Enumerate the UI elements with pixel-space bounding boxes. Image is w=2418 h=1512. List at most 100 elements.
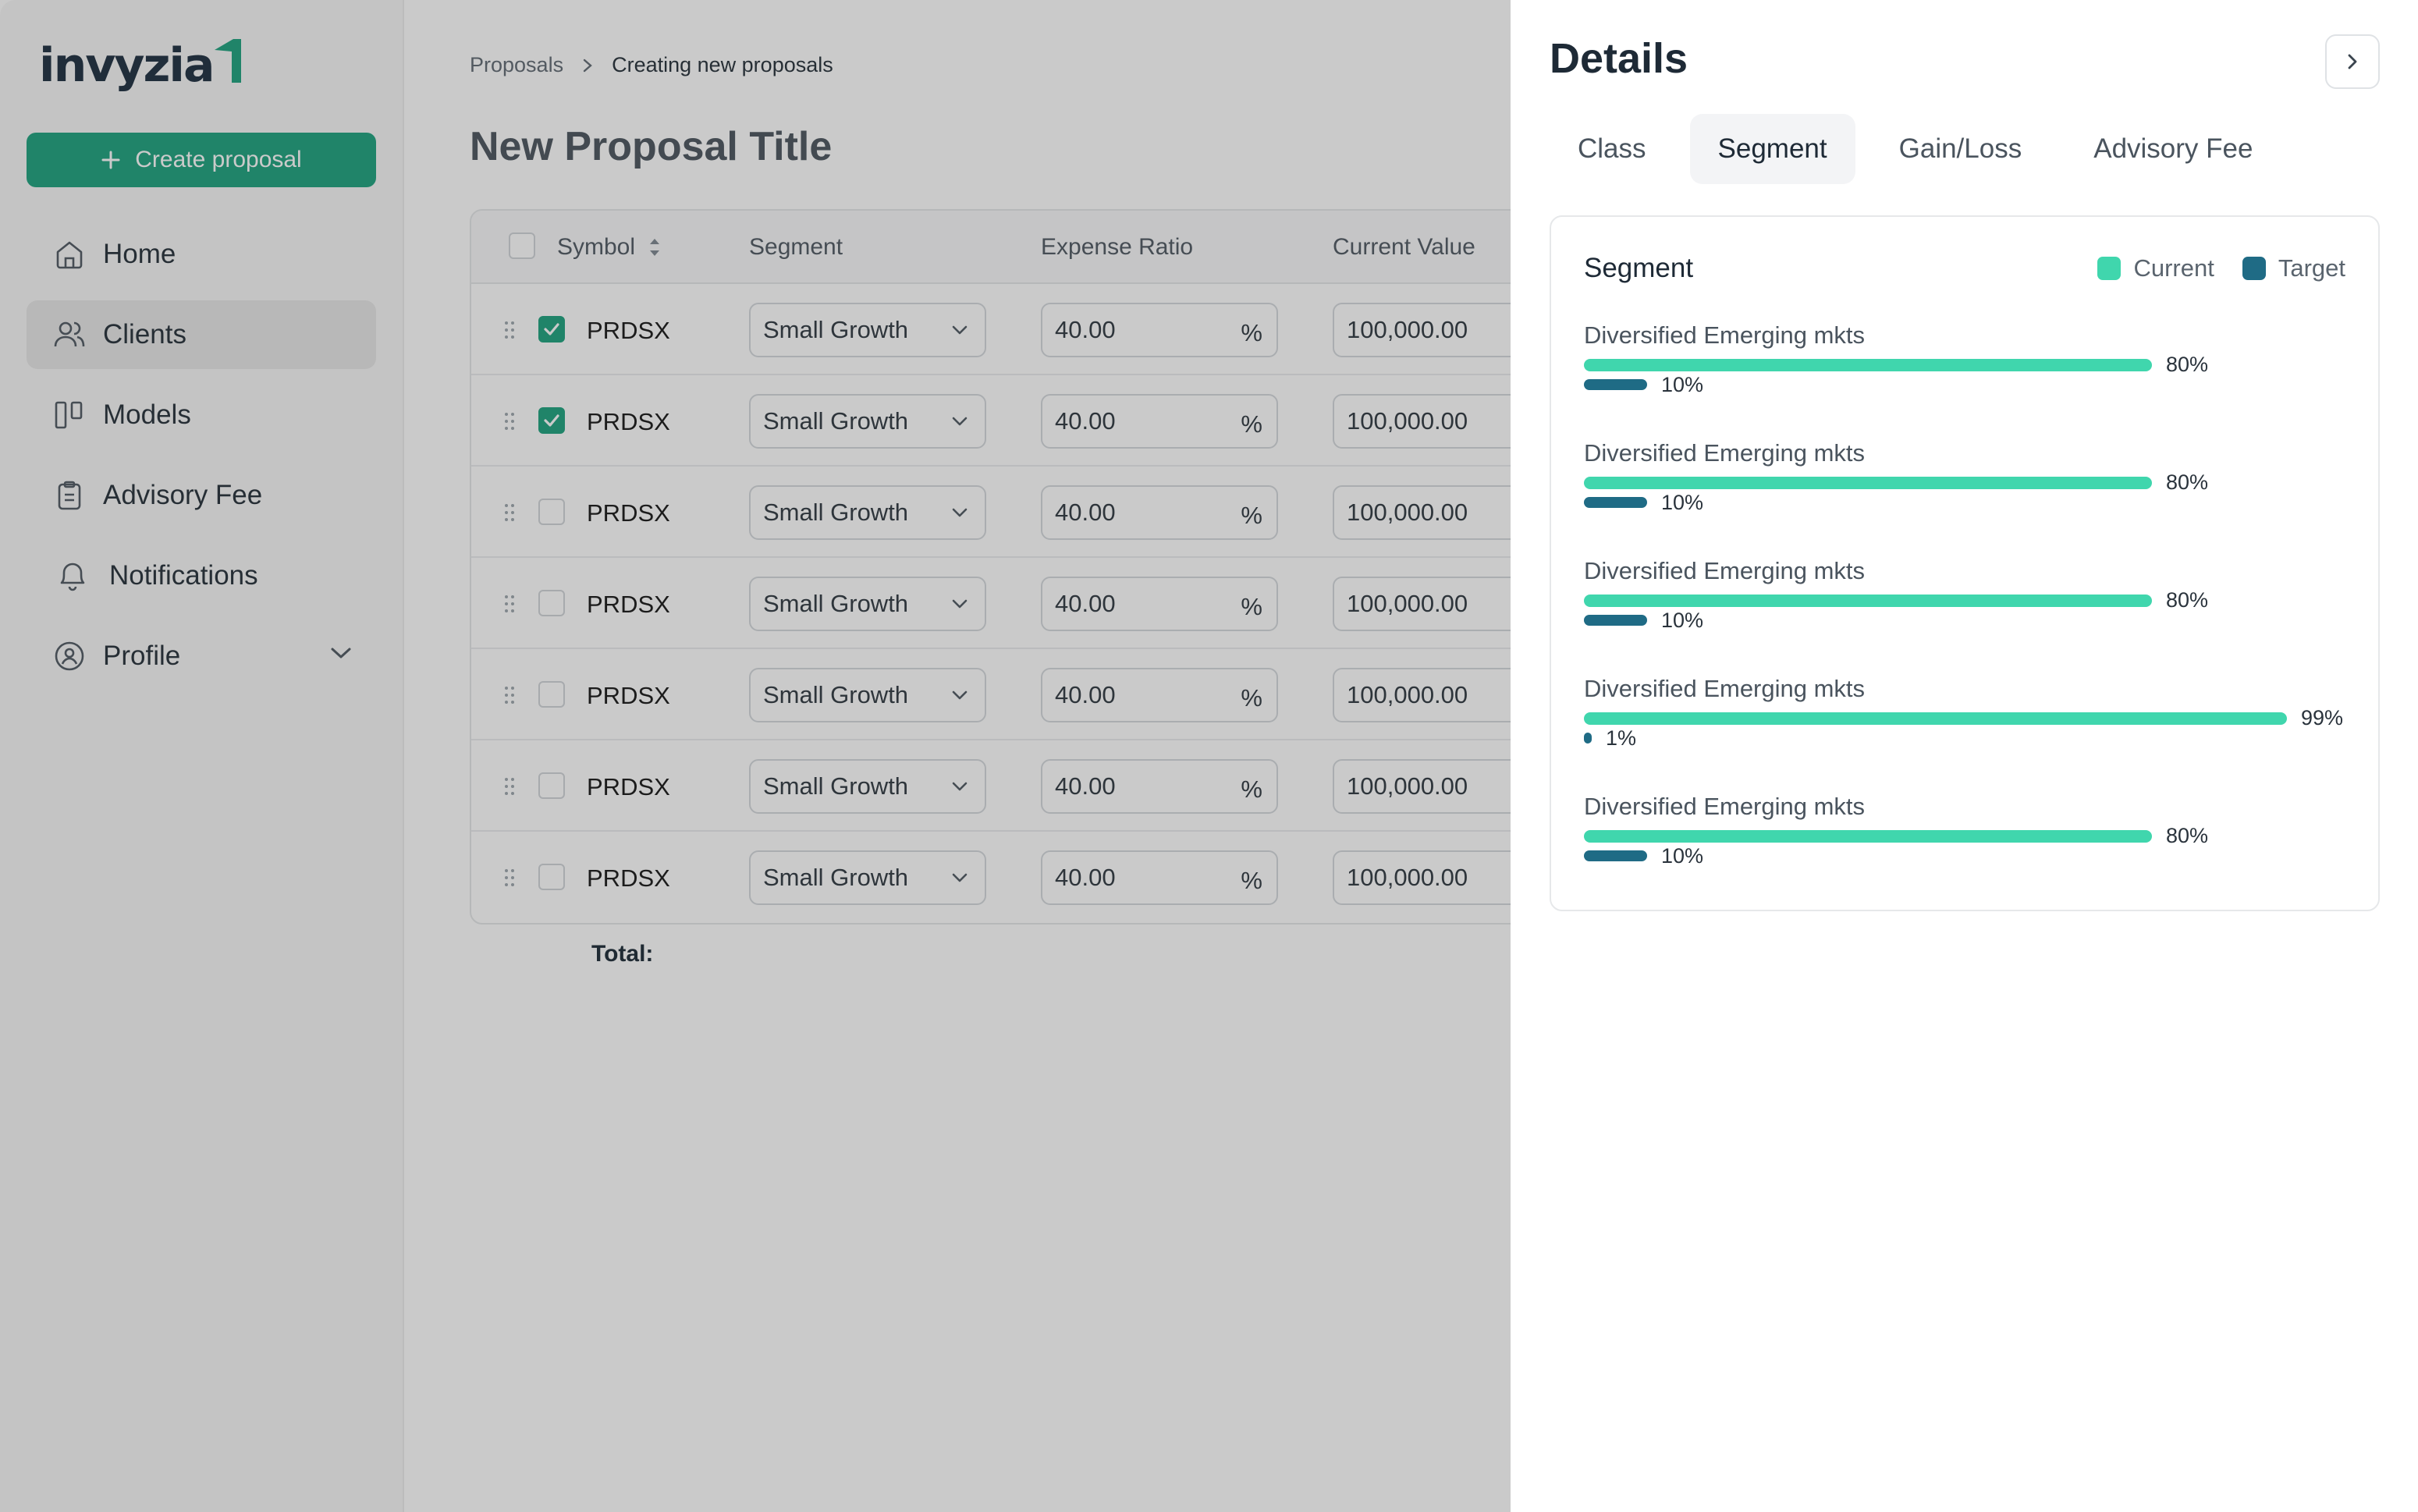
row-checkbox[interactable]	[538, 499, 565, 525]
home-icon	[53, 238, 86, 271]
expense-ratio-value: 40.00	[1055, 590, 1116, 617]
total-label: Total:	[591, 941, 654, 967]
table-row[interactable]: PRDSX Small Growth 40.00% 100,000.00	[471, 832, 1561, 923]
user-circle-icon	[53, 640, 86, 673]
target-bar	[1584, 615, 1647, 626]
target-bar	[1584, 733, 1592, 744]
target-bar	[1584, 497, 1647, 508]
details-tabs: Class Segment Gain/Loss Advisory Fee	[1550, 114, 2296, 184]
select-all-checkbox[interactable]	[509, 232, 535, 259]
expense-ratio-input[interactable]: 40.00%	[1041, 303, 1278, 357]
sidebar-item-models[interactable]: Models	[27, 381, 376, 449]
chart-title: Segment	[1584, 253, 1694, 283]
bar-category-label: Diversified Emerging mkts	[1584, 557, 1866, 584]
chevron-down-icon	[950, 415, 969, 428]
header-symbol[interactable]: Symbol	[557, 234, 636, 260]
page-title[interactable]: New Proposal Title	[470, 124, 833, 169]
row-checkbox[interactable]	[538, 681, 565, 708]
tab-segment[interactable]: Segment	[1689, 114, 1855, 184]
table-row[interactable]: PRDSX Small Growth 40.00% 100,000.00	[471, 649, 1561, 740]
table-row[interactable]: PRDSX Small Growth 40.00% 100,000.00	[471, 375, 1561, 467]
tab-advisory-fee[interactable]: Advisory Fee	[2093, 133, 2253, 164]
sidebar-item-label: Models	[103, 399, 191, 430]
segment-select[interactable]: Small Growth	[749, 577, 986, 631]
table-body: PRDSX Small Growth 40.00% 100,000.00 PRDSX Sm…	[471, 284, 1561, 923]
legend-swatch-target	[2242, 257, 2266, 280]
drag-handle-icon[interactable]	[504, 502, 515, 523]
expense-ratio-input[interactable]: 40.00%	[1041, 759, 1278, 814]
segment-bars: Diversified Emerging mkts 80% 10% Diversifi…	[1584, 321, 2356, 910]
holdings-table: Symbol Segment Expense Ratio Current Val…	[470, 209, 1562, 925]
drag-handle-icon[interactable]	[504, 320, 515, 340]
sidebar: invyzia Create proposal Home Cl	[0, 0, 404, 1512]
row-checkbox[interactable]	[538, 407, 565, 434]
expense-ratio-input[interactable]: 40.00%	[1041, 850, 1278, 905]
drag-handle-icon[interactable]	[504, 868, 515, 888]
row-checkbox[interactable]	[538, 590, 565, 616]
current-bar-label: 80%	[2166, 353, 2209, 376]
segment-select[interactable]: Small Growth	[749, 759, 986, 814]
row-symbol: PRDSX	[587, 682, 670, 709]
table-row[interactable]: PRDSX Small Growth 40.00% 100,000.00	[471, 467, 1561, 558]
bar-category-label: Diversified Emerging mkts	[1584, 439, 1866, 467]
expense-ratio-input[interactable]: 40.00%	[1041, 668, 1278, 722]
current-bar-label: 80%	[2166, 824, 2209, 847]
percent-unit: %	[1241, 593, 1262, 620]
expense-ratio-input[interactable]: 40.00%	[1041, 577, 1278, 631]
row-checkbox[interactable]	[538, 864, 565, 890]
target-bar-label: 10%	[1661, 491, 1704, 514]
plus-icon	[101, 150, 121, 170]
drag-handle-icon[interactable]	[504, 776, 515, 797]
drag-handle-icon[interactable]	[504, 594, 515, 614]
expense-ratio-value: 40.00	[1055, 772, 1116, 800]
segment-select-value: Small Growth	[763, 590, 909, 617]
bar-track: 99% 1%	[1584, 706, 2343, 750]
current-value: 100,000.00	[1347, 407, 1468, 435]
table-row[interactable]: PRDSX Small Growth 40.00% 100,000.00	[471, 284, 1561, 375]
breadcrumb-parent[interactable]: Proposals	[470, 53, 564, 76]
segment-select[interactable]: Small Growth	[749, 394, 986, 449]
tab-gain-loss[interactable]: Gain/Loss	[1898, 133, 2022, 164]
table-row[interactable]: PRDSX Small Growth 40.00% 100,000.00	[471, 740, 1561, 832]
sidebar-item-home[interactable]: Home	[27, 220, 376, 289]
drag-handle-icon[interactable]	[504, 411, 515, 431]
bar-track: 80% 10%	[1584, 824, 2294, 868]
bar-track: 80% 10%	[1584, 353, 2294, 396]
chevron-down-icon	[950, 324, 969, 336]
current-bar-label: 80%	[2166, 470, 2209, 494]
segment-select[interactable]: Small Growth	[749, 850, 986, 905]
expense-ratio-value: 40.00	[1055, 499, 1116, 526]
segment-select-value: Small Growth	[763, 681, 909, 708]
segment-select[interactable]: Small Growth	[749, 668, 986, 722]
brand-logo[interactable]: invyzia	[39, 39, 242, 89]
collapse-panel-button[interactable]	[2325, 34, 2380, 89]
expense-ratio-input[interactable]: 40.00%	[1041, 394, 1278, 449]
chevron-right-icon	[582, 58, 593, 73]
chevron-right-icon	[2345, 51, 2360, 73]
row-checkbox[interactable]	[538, 316, 565, 343]
sort-icon[interactable]	[648, 234, 662, 261]
expense-ratio-input[interactable]: 40.00%	[1041, 485, 1278, 540]
current-value: 100,000.00	[1347, 499, 1468, 526]
table-row[interactable]: PRDSX Small Growth 40.00% 100,000.00	[471, 558, 1561, 649]
drag-handle-icon[interactable]	[504, 685, 515, 705]
create-proposal-button[interactable]: Create proposal	[27, 133, 376, 187]
chevron-down-icon[interactable]	[329, 645, 353, 661]
header-current-value: Current Value	[1333, 234, 1475, 260]
segment-select-value: Small Growth	[763, 316, 909, 343]
sidebar-item-profile[interactable]: Profile	[27, 622, 376, 690]
segment-select[interactable]: Small Growth	[749, 485, 986, 540]
tab-class[interactable]: Class	[1578, 133, 1646, 164]
sidebar-item-notifications[interactable]: Notifications	[27, 541, 376, 610]
bar-category-label: Diversified Emerging mkts	[1584, 793, 1866, 820]
segment-select-value: Small Growth	[763, 772, 909, 800]
sidebar-nav: Home Clients Models Advisory Fee	[27, 220, 376, 702]
sidebar-item-advisory-fee[interactable]: Advisory Fee	[27, 461, 376, 530]
segment-bar-group: Diversified Emerging mkts 80% 10%	[1584, 321, 2356, 439]
sidebar-item-label: Advisory Fee	[103, 480, 263, 510]
row-checkbox[interactable]	[538, 772, 565, 799]
segment-select[interactable]: Small Growth	[749, 303, 986, 357]
sidebar-item-clients[interactable]: Clients	[27, 300, 376, 369]
current-bar-label: 99%	[2301, 706, 2344, 729]
current-value: 100,000.00	[1347, 316, 1468, 343]
